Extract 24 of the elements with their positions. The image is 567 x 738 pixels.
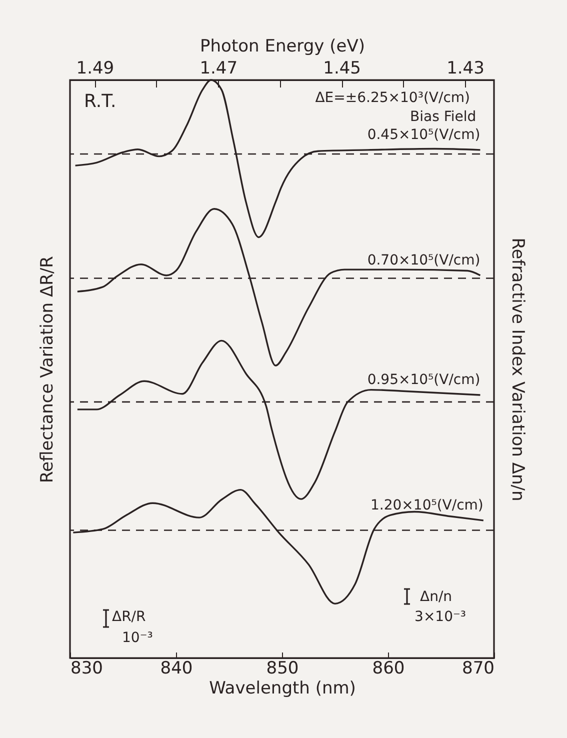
x2-tick-label: 1.47	[200, 58, 238, 78]
x-tick-label: 870	[462, 658, 494, 678]
x2-tick-label: 1.43	[446, 58, 484, 78]
series-label: 0.45×10⁵(V/cm)	[367, 126, 480, 143]
x-tick-label: 830	[70, 658, 103, 678]
x-tick-label: 850	[266, 658, 299, 678]
x2-tick-label: 1.45	[323, 58, 361, 78]
y2-axis-title: Refractive Index Variation Δn/n	[508, 238, 528, 502]
annotation: ΔE=±6.25×10³(V/cm)	[315, 90, 470, 106]
annotation: Δn/n	[420, 589, 452, 605]
series-label: 0.95×10⁵(V/cm)	[367, 372, 480, 388]
annotation: 3×10⁻³	[414, 609, 466, 625]
annotation: R.T.	[84, 91, 116, 112]
annotation: ΔR/R	[112, 609, 146, 625]
series-label: 1.20×10⁵(V/cm)	[370, 497, 484, 514]
x2-tick-label: 1.49	[76, 58, 114, 78]
x-axis-title: Wavelength (nm)	[209, 678, 356, 698]
annotation: Bias Field	[410, 109, 476, 125]
series-label: 0.70×10⁵(V/cm)	[367, 252, 480, 268]
x-tick-label: 840	[160, 658, 193, 678]
x2-axis-title: Photon Energy (eV)	[200, 36, 365, 56]
x-tick-label: 860	[372, 658, 405, 678]
y-axis-title: Reflectance Variation ΔR/R	[38, 256, 58, 483]
annotation: 10⁻³	[122, 630, 153, 646]
